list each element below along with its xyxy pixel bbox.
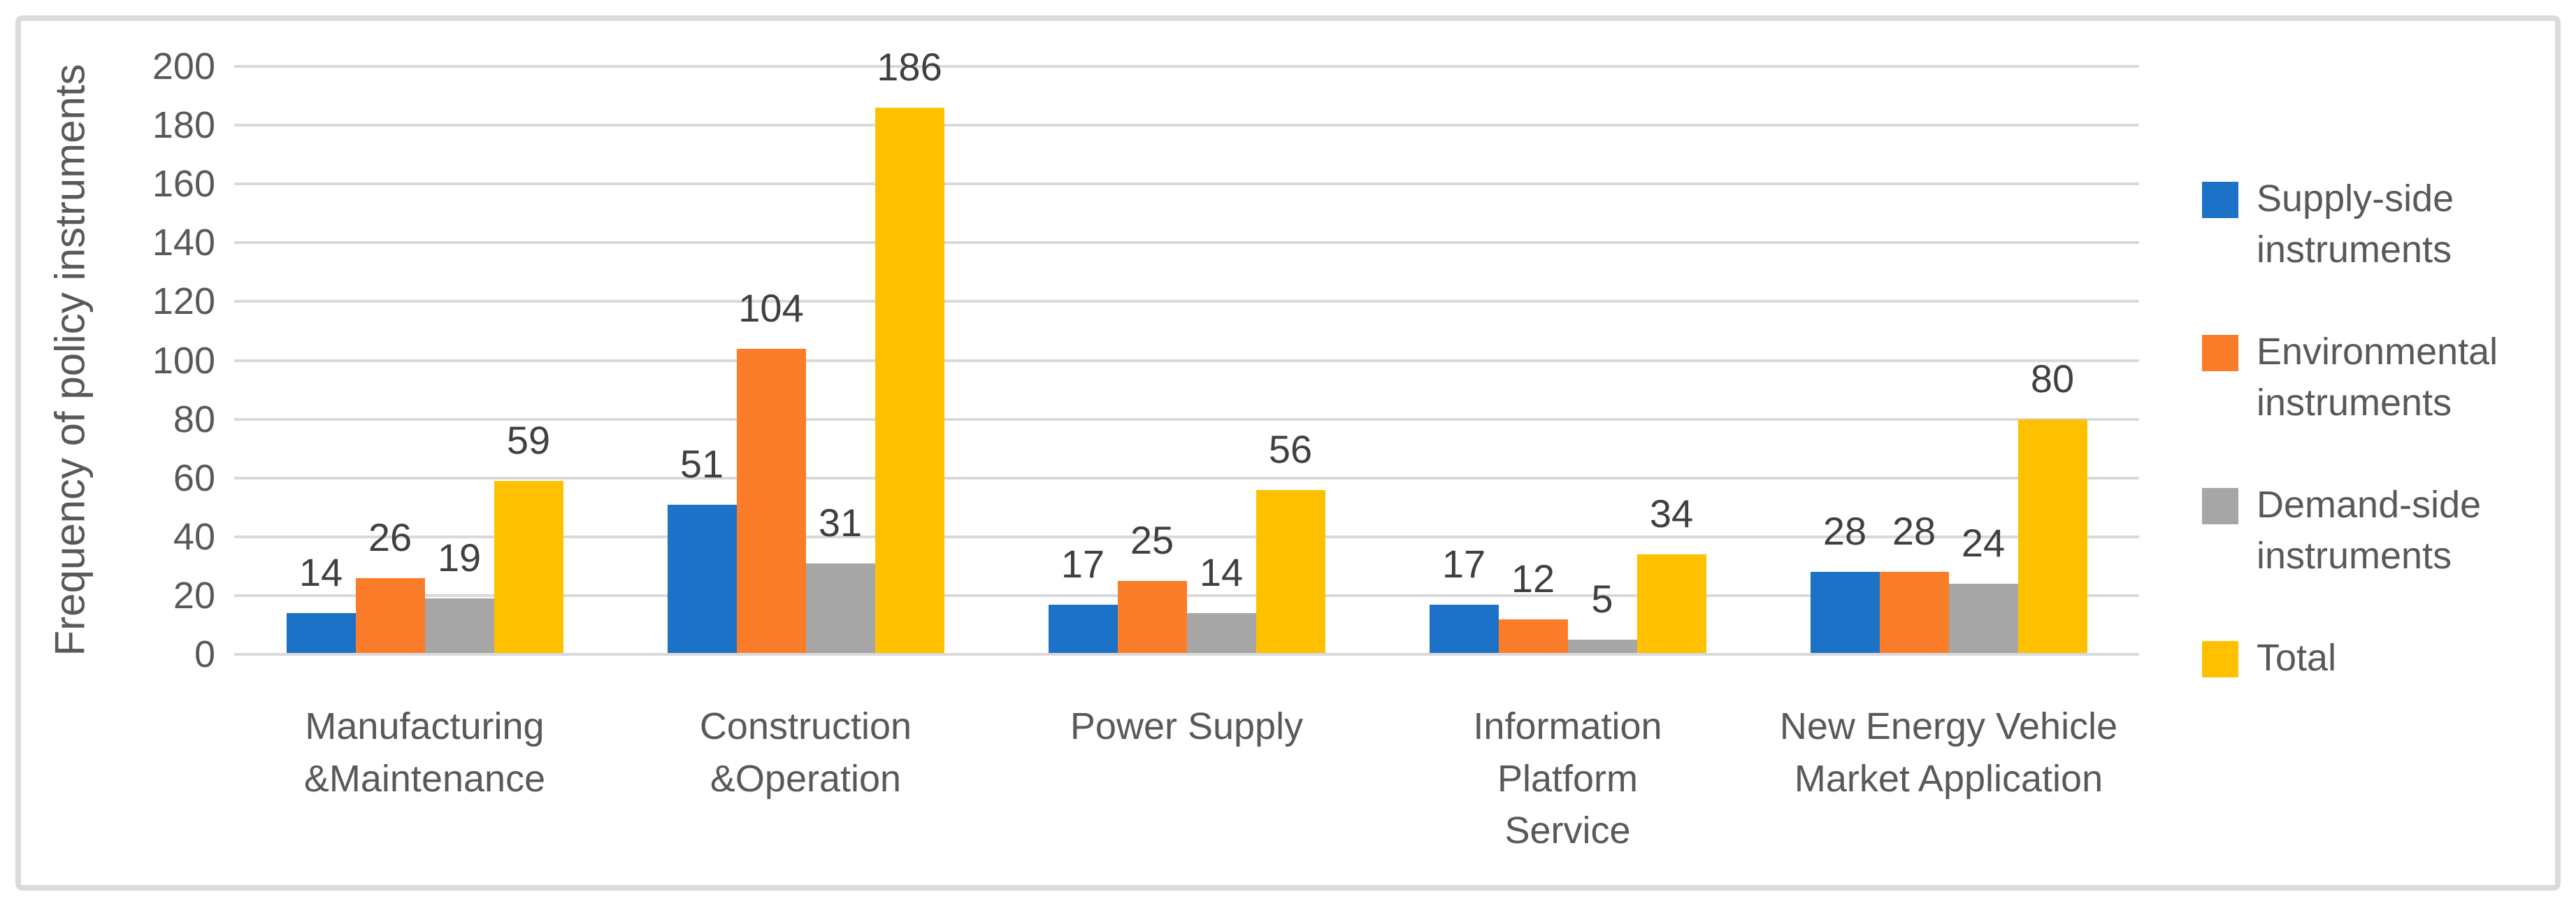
x-category-label: New Energy Vehicle Market Application (1779, 705, 2118, 800)
bar-data-label: 17 (1060, 541, 1105, 586)
legend-label: Supply-side instruments (2257, 178, 2454, 271)
bar: 51 (667, 442, 737, 654)
bar-data-label: 31 (818, 500, 863, 545)
bar-data-label: 24 (1961, 521, 2006, 566)
x-axis-category-labels: Manufacturing &Maintenance Construction &… (234, 700, 2139, 857)
y-tick-label: 40 (173, 515, 215, 558)
legend-item: Demand-side instruments (2202, 480, 2498, 582)
y-tick-label: 60 (173, 456, 215, 499)
y-tick-label: 180 (152, 104, 215, 147)
legend-item: Total (2202, 633, 2498, 684)
bar-data-label: 12 (1511, 556, 1555, 601)
bar: 186 (875, 45, 944, 654)
bar: 26 (355, 515, 425, 654)
bar-data-label: 25 (1130, 517, 1174, 562)
bar: 28 (1879, 509, 1949, 654)
bar-data-label: 5 (1591, 576, 1613, 621)
legend-label: Environmental instruments (2257, 330, 2498, 424)
y-tick-label: 20 (173, 574, 215, 617)
bar-data-label: 51 (679, 441, 724, 486)
legend-label: Total (2257, 636, 2337, 679)
bar-data-label: 14 (298, 550, 343, 595)
gridline (234, 359, 2139, 362)
legend-label: Demand-side instruments (2257, 483, 2482, 577)
bar-data-label: 34 (1649, 491, 1694, 536)
bar-data-label: 17 (1441, 541, 1486, 586)
bar-group: 14 26 19 59 (234, 66, 615, 654)
legend-swatch (2202, 640, 2238, 677)
bar: 59 (494, 418, 563, 654)
bar: 28 (1810, 509, 1880, 654)
bar: 34 (1636, 491, 1706, 654)
x-category-label: Construction &Operation (699, 705, 912, 800)
legend-swatch (2202, 334, 2238, 371)
bar: 80 (2017, 357, 2087, 654)
bar-data-label: 19 (437, 535, 482, 580)
bar-data-label: 104 (738, 285, 804, 330)
bar: 12 (1498, 556, 1568, 654)
gridline (234, 65, 2139, 68)
bar-group: 51 104 31 186 (615, 45, 996, 654)
bar-data-label: 28 (1892, 509, 1936, 554)
y-axis-tick-labels: 0 20 40 60 80 100 120 140 160 180 200 (0, 45, 215, 675)
bar: 31 (805, 501, 875, 654)
gridline (234, 124, 2139, 127)
y-tick-label: 140 (152, 222, 215, 264)
x-category-label: Information Platform Service (1473, 705, 1662, 852)
bar: 5 (1567, 577, 1637, 654)
bar: 25 (1117, 518, 1187, 654)
plot-area: 14 26 19 59 51 104 31 186 17 25 14 56 17 12 5 34 28 28 24 8… (234, 45, 2139, 656)
bar: 17 (1429, 542, 1499, 654)
gridline (234, 594, 2139, 597)
chart-frame-border (15, 15, 2561, 891)
bar: 14 (1186, 550, 1256, 654)
legend-swatch (2202, 487, 2238, 524)
gridline (234, 300, 2139, 303)
x-axis-line (234, 653, 2139, 656)
bar: 56 (1255, 427, 1325, 654)
bar-group: 17 25 14 56 (996, 66, 1377, 654)
legend-item: Environmental instruments (2202, 326, 2498, 429)
bar: 19 (424, 535, 494, 654)
gridline (234, 535, 2139, 538)
bar: 17 (1048, 542, 1118, 654)
bar-data-label: 14 (1199, 550, 1244, 595)
bar: 24 (1948, 521, 2018, 654)
y-tick-label: 200 (152, 45, 215, 87)
legend-swatch (2202, 182, 2238, 218)
bar-data-label: 56 (1268, 426, 1313, 471)
bar-data-label: 26 (368, 515, 412, 559)
bar-group: 17 12 5 34 (1377, 66, 1758, 654)
bar-data-label: 59 (506, 417, 551, 462)
bar-data-label: 186 (877, 44, 942, 89)
x-category-label: Power Supply (1070, 705, 1304, 747)
x-category-label: Manufacturing &Maintenance (303, 705, 546, 800)
gridline (234, 241, 2139, 245)
y-tick-label: 160 (152, 163, 215, 206)
bar-group: 28 28 24 80 (1758, 66, 2139, 654)
bar: 14 (286, 550, 356, 654)
y-tick-label: 0 (194, 633, 215, 675)
legend: Supply-side instruments Environmental ins… (2202, 173, 2498, 684)
y-tick-label: 80 (173, 398, 215, 440)
bar: 104 (736, 286, 806, 654)
gridline (234, 417, 2139, 421)
bar-data-label: 28 (1822, 509, 1867, 554)
y-tick-label: 120 (152, 280, 215, 323)
gridline (234, 182, 2139, 186)
legend-item: Supply-side instruments (2202, 173, 2498, 276)
gridline (234, 476, 2139, 480)
bar-groups: 14 26 19 59 51 104 31 186 17 25 14 56 17 12 5 34 28 28 24 8… (234, 45, 2139, 654)
bar-data-label: 80 (2030, 356, 2075, 401)
y-tick-label: 100 (152, 339, 215, 382)
